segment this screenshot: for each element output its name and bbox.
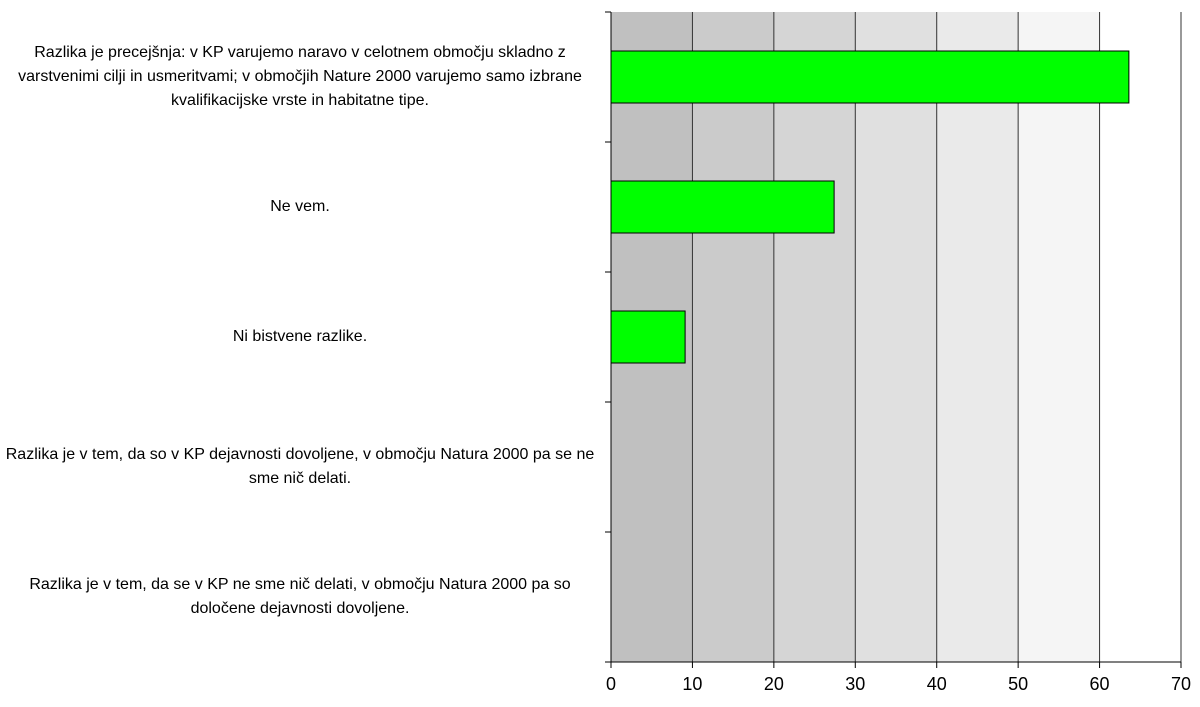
category-label: Razlika je v tem, da so v KP dejavnosti … [5, 446, 595, 487]
x-tick-label: 30 [845, 674, 865, 694]
bar [610, 310, 686, 364]
x-tick-label: 40 [927, 674, 947, 694]
x-tick-label: 60 [1090, 674, 1110, 694]
plot-shade [692, 12, 774, 662]
plot-shade [936, 12, 1019, 662]
x-tick-label: 10 [682, 674, 702, 694]
x-tick-label: 20 [764, 674, 784, 694]
x-tick-label: 70 [1171, 674, 1191, 694]
x-tick-label: 50 [1008, 674, 1028, 694]
bar [610, 50, 1130, 104]
x-tick-label: 0 [606, 674, 616, 694]
bar [610, 180, 835, 234]
plot-shade [1018, 12, 1100, 662]
category-label: Razlika je precejšnja: v KP varujemo nar… [18, 44, 582, 109]
category-label: Ne vem. [270, 198, 330, 215]
plot-shade [855, 12, 937, 662]
category-label: Ni bistvene razlike. [232, 328, 368, 345]
plot-shade [1099, 12, 1181, 662]
plot-shade [773, 12, 856, 662]
category-label: Razlika je v tem, da se v KP ne sme nič … [29, 576, 571, 617]
